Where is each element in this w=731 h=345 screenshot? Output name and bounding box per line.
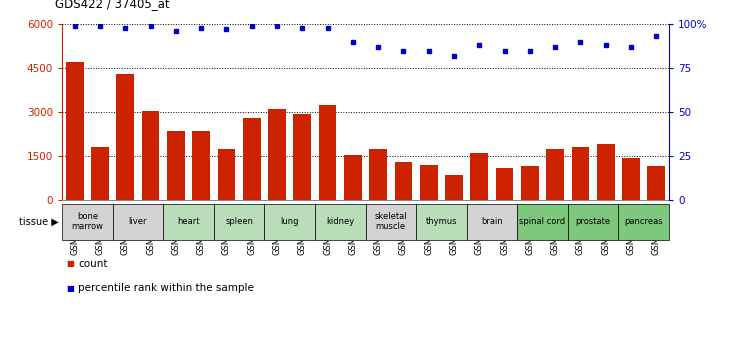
Text: prostate: prostate <box>575 217 610 226</box>
Text: ■: ■ <box>66 259 74 268</box>
Bar <box>420 165 438 200</box>
Bar <box>546 149 564 200</box>
Bar <box>243 118 260 200</box>
Text: thymus: thymus <box>425 217 457 226</box>
Text: heart: heart <box>178 217 200 226</box>
Bar <box>167 131 185 200</box>
Bar <box>66 62 83 200</box>
Bar <box>213 204 265 240</box>
Bar <box>268 109 286 200</box>
Bar <box>568 204 618 240</box>
Bar <box>265 204 315 240</box>
Text: kidney: kidney <box>326 217 355 226</box>
Bar <box>572 147 589 200</box>
Text: tissue ▶: tissue ▶ <box>19 217 58 227</box>
Bar <box>471 153 488 200</box>
Bar <box>518 204 568 240</box>
Bar <box>416 204 466 240</box>
Bar <box>315 204 366 240</box>
Bar <box>163 204 213 240</box>
Bar <box>395 162 412 200</box>
Bar <box>293 114 311 200</box>
Text: spleen: spleen <box>225 217 253 226</box>
Bar <box>596 144 615 200</box>
Text: skeletal
muscle: skeletal muscle <box>374 212 407 231</box>
Text: percentile rank within the sample: percentile rank within the sample <box>78 283 254 293</box>
Text: brain: brain <box>481 217 503 226</box>
Bar <box>618 204 669 240</box>
Bar <box>319 105 336 200</box>
Bar <box>521 166 539 200</box>
Bar <box>62 204 113 240</box>
Bar <box>648 166 665 200</box>
Bar <box>366 204 416 240</box>
Text: liver: liver <box>129 217 147 226</box>
Bar <box>466 204 518 240</box>
Text: GDS422 / 37405_at: GDS422 / 37405_at <box>55 0 170 10</box>
Text: ■: ■ <box>66 284 74 293</box>
Bar <box>116 74 135 200</box>
Bar <box>369 149 387 200</box>
Text: spinal cord: spinal cord <box>520 217 566 226</box>
Bar <box>91 147 109 200</box>
Text: pancreas: pancreas <box>624 217 663 226</box>
Text: lung: lung <box>281 217 299 226</box>
Bar <box>622 158 640 200</box>
Bar <box>445 175 463 200</box>
Bar <box>344 155 362 200</box>
Bar <box>496 168 513 200</box>
Bar <box>142 111 159 200</box>
Text: count: count <box>78 259 107 269</box>
Text: bone
marrow: bone marrow <box>72 212 103 231</box>
Bar <box>192 131 210 200</box>
Bar <box>218 149 235 200</box>
Bar <box>113 204 163 240</box>
